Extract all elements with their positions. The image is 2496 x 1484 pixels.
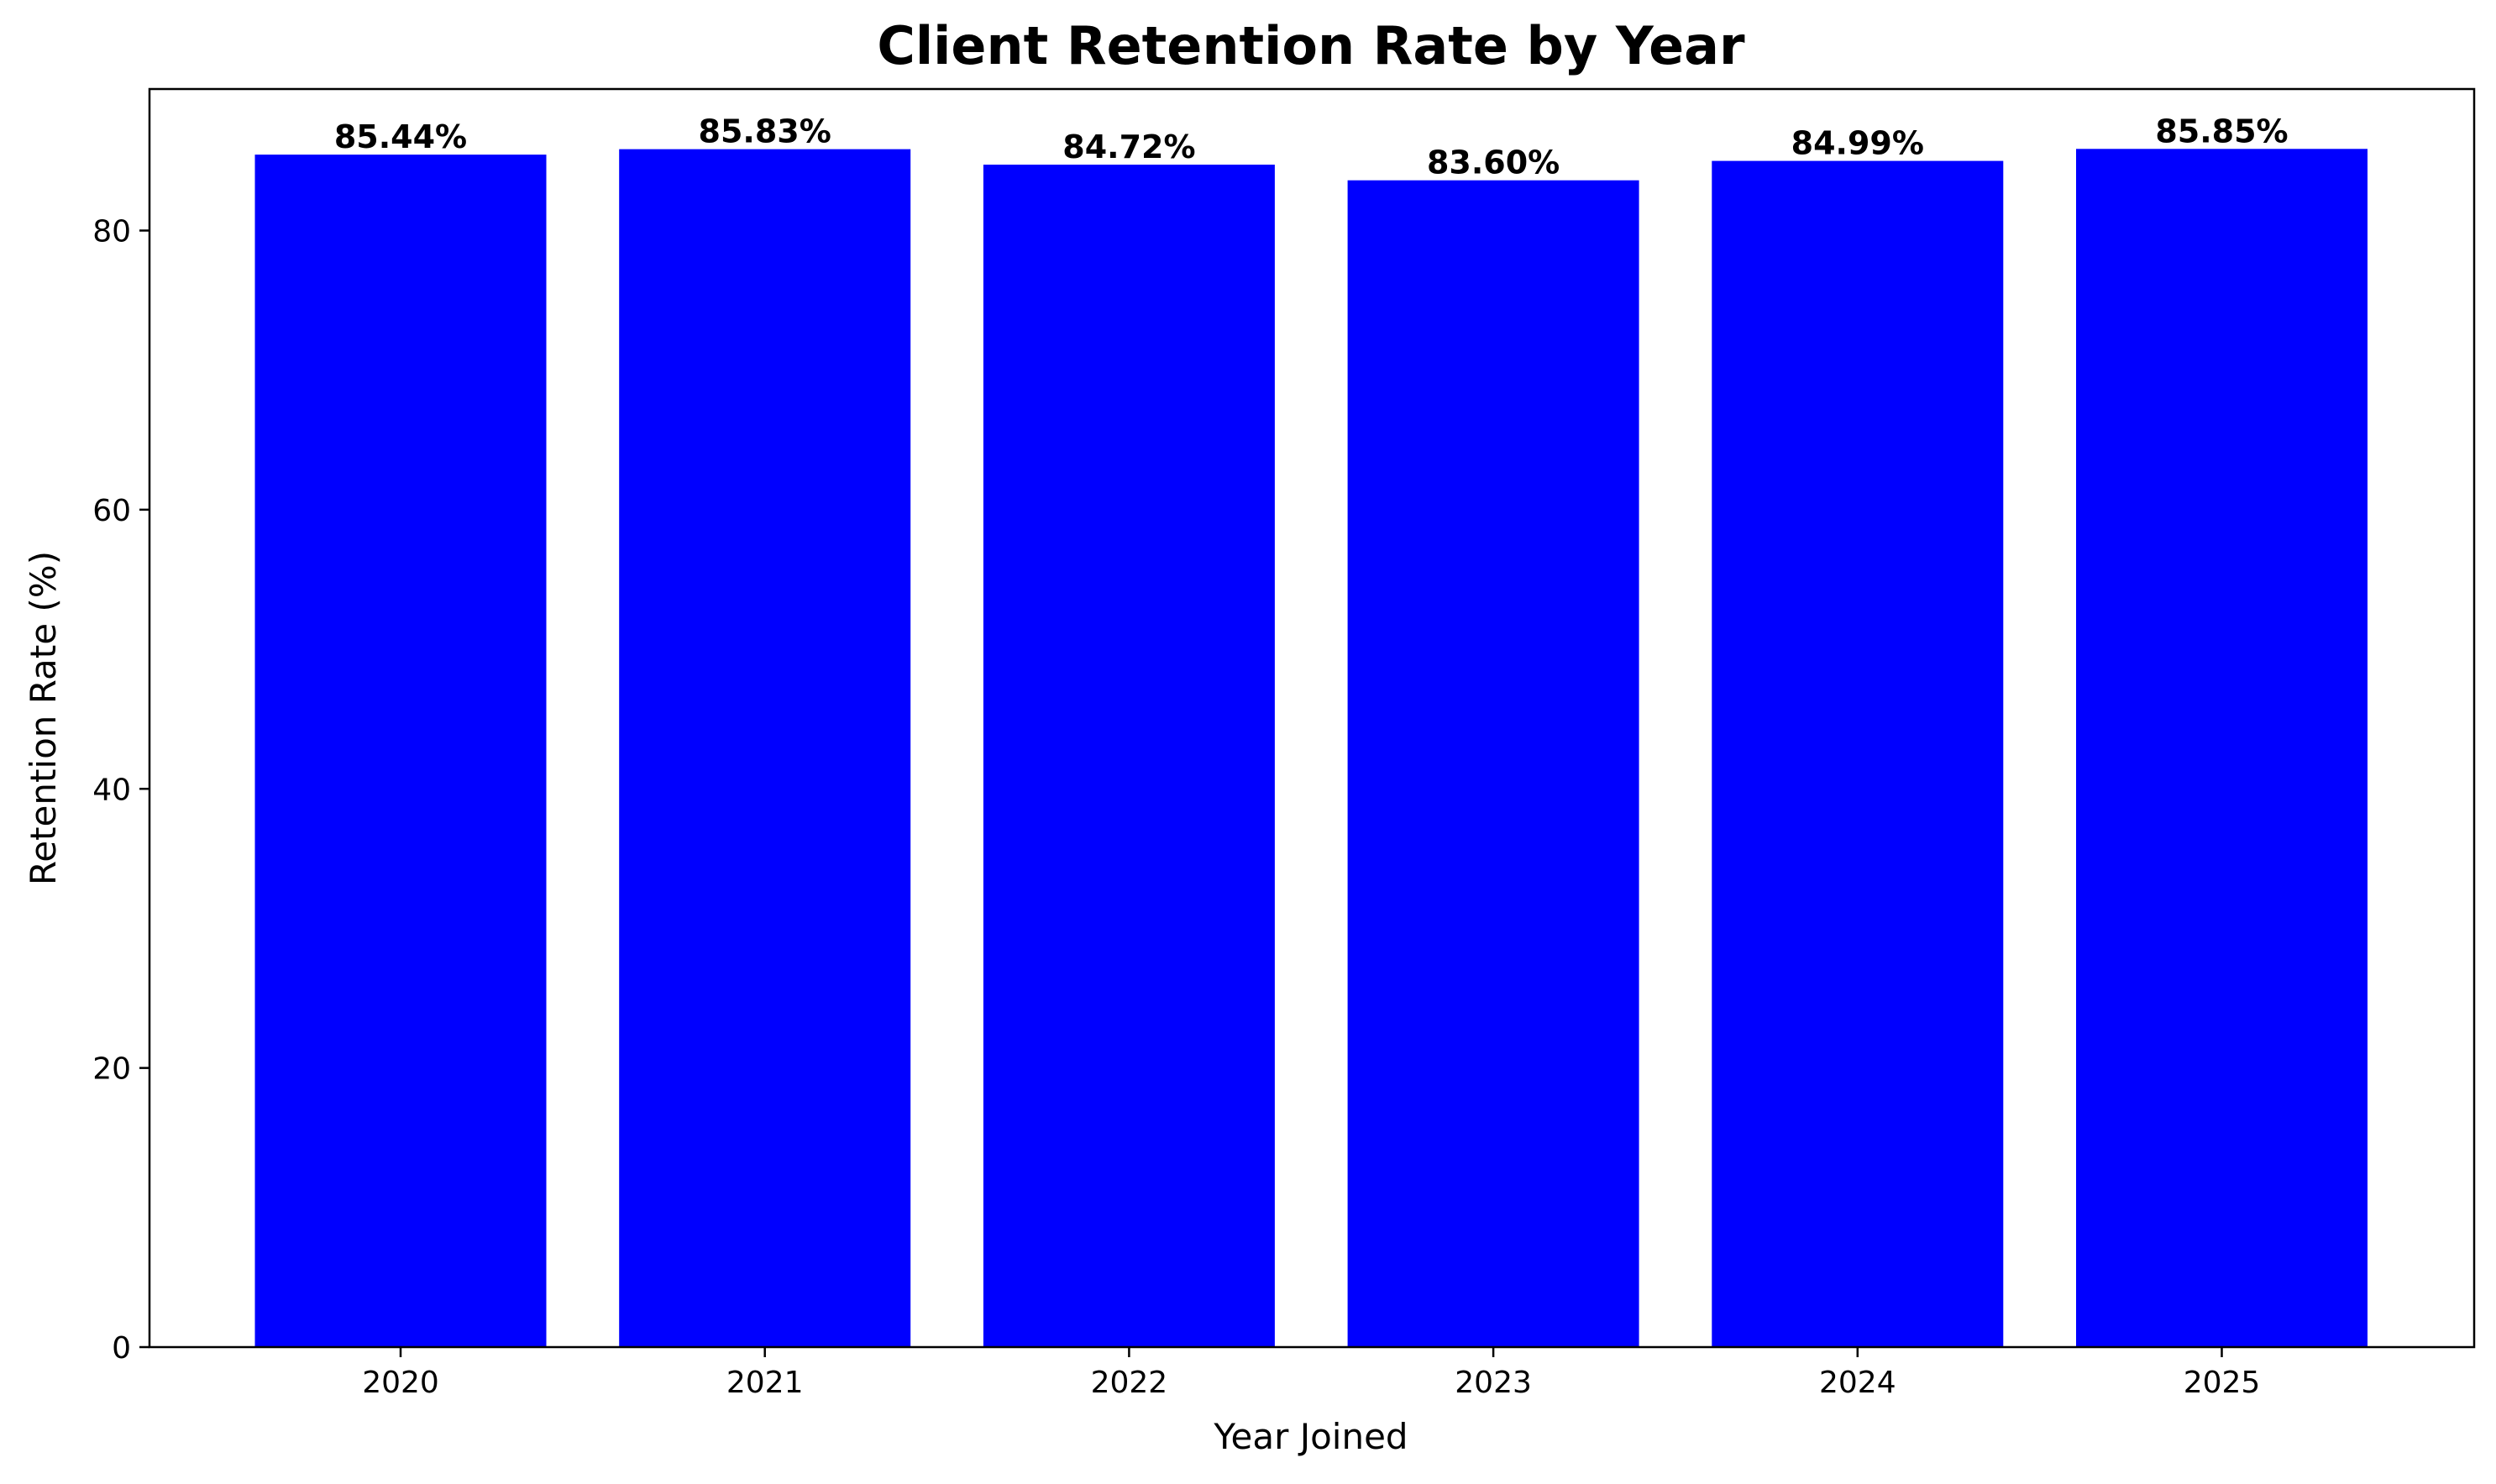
x-tick-label-2021: 2021 — [726, 1366, 804, 1400]
x-tick-label-2020: 2020 — [362, 1366, 439, 1400]
bar-2021 — [619, 149, 911, 1348]
bar-2025 — [2076, 149, 2368, 1348]
data-label-2020: 85.44% — [334, 118, 467, 155]
chart-title: Client Retention Rate by Year — [877, 15, 1745, 76]
data-label-2021: 85.83% — [699, 113, 831, 150]
data-label-2025: 85.85% — [2155, 113, 2288, 149]
x-tick-label-2025: 2025 — [2184, 1366, 2261, 1400]
y-tick-label-20: 20 — [92, 1052, 131, 1087]
bar-2023 — [1347, 180, 1639, 1348]
x-axis-label: Year Joined — [1213, 1416, 1408, 1457]
y-tick-label-80: 80 — [92, 215, 131, 249]
x-tick-label-2022: 2022 — [1091, 1366, 1168, 1400]
bar-2020 — [254, 155, 547, 1347]
ticks-group: 2020 2021 2022 2023 2024 2025 0 20 40 60 80 — [92, 215, 2260, 1400]
data-label-2024: 84.99% — [1791, 125, 1924, 162]
plot-frame — [148, 87, 2476, 1349]
bars-group: 85.44% 85.83% 84.72% 83.60% 84.99% 85.85% — [254, 113, 2368, 1348]
y-tick-label-60: 60 — [92, 494, 131, 528]
x-tick-label-2024: 2024 — [1819, 1366, 1896, 1400]
y-axis-label: Retention Rate (%) — [23, 551, 64, 885]
bar-2022 — [983, 165, 1275, 1348]
y-tick-label-0: 0 — [112, 1331, 131, 1366]
bar-2024 — [1712, 160, 2004, 1348]
data-label-2023: 83.60% — [1427, 144, 1560, 181]
data-label-2022: 84.72% — [1062, 128, 1195, 165]
x-tick-label-2023: 2023 — [1455, 1366, 1532, 1400]
y-tick-label-40: 40 — [92, 773, 131, 807]
